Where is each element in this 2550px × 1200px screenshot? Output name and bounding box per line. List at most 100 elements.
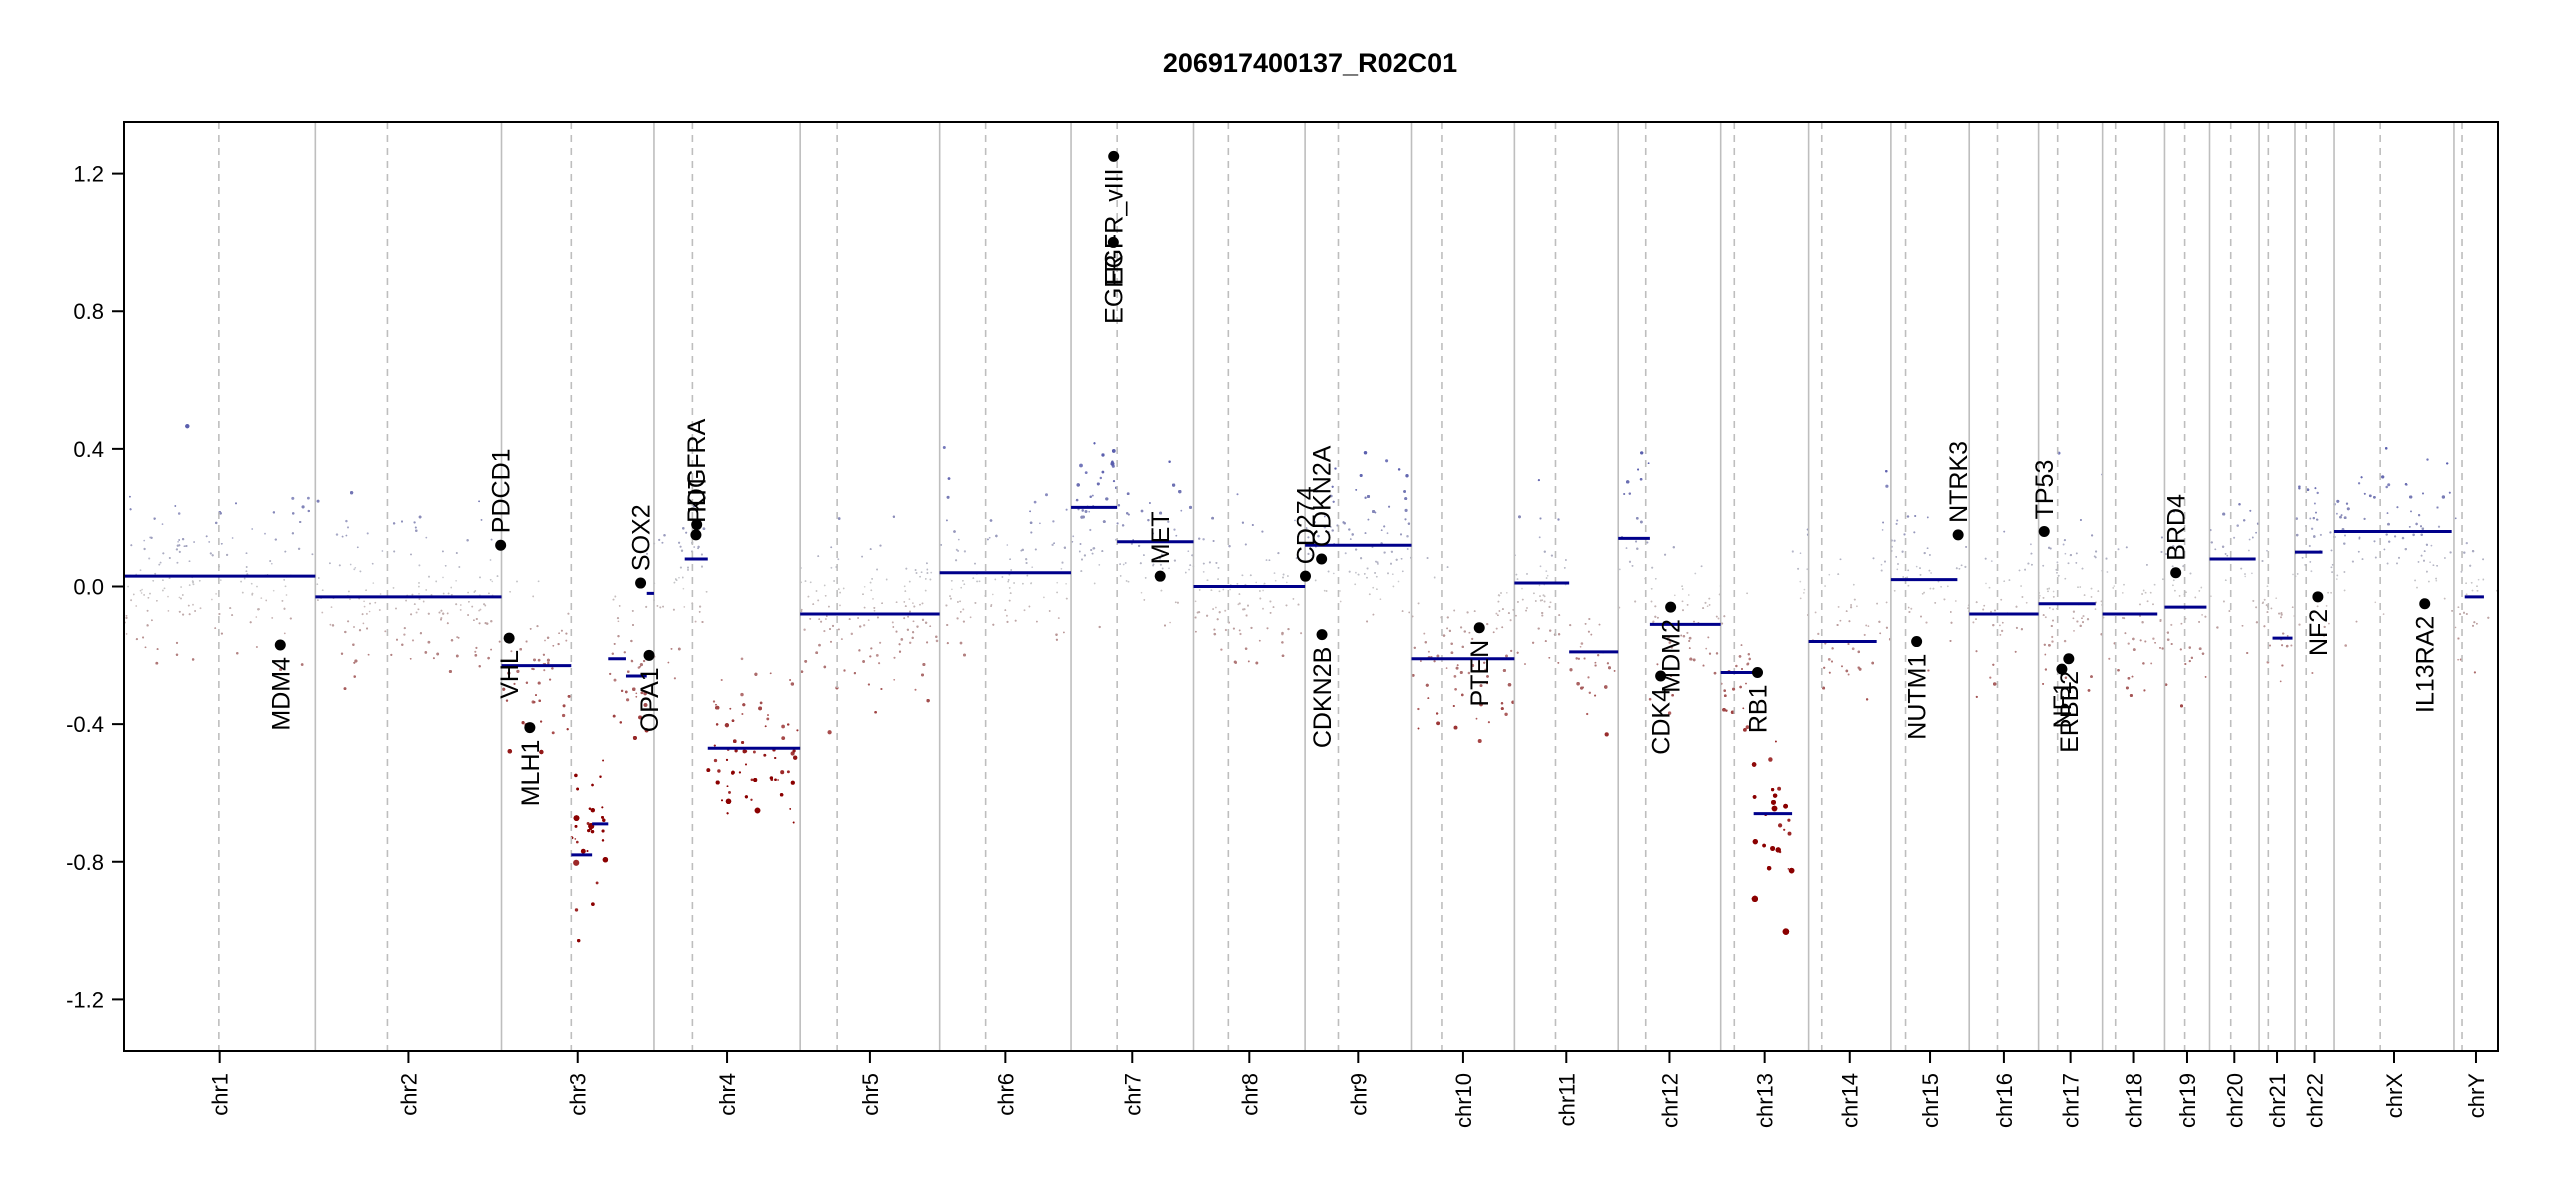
probe-point	[1222, 588, 1225, 591]
probe-point	[1723, 689, 1726, 692]
probe-point	[1167, 520, 1170, 523]
probe-point	[185, 424, 190, 429]
probe-point	[576, 787, 579, 791]
probe-point	[2286, 635, 2289, 637]
probe-point	[1355, 571, 1357, 574]
probe-point	[905, 567, 908, 570]
probe-point	[1349, 538, 1352, 540]
probe-point	[214, 627, 217, 629]
probe-point	[962, 620, 965, 623]
probe-point	[726, 812, 729, 815]
probe-point	[869, 655, 872, 658]
probe-point	[241, 591, 244, 594]
probe-point	[1198, 537, 1201, 540]
probe-point	[146, 609, 149, 612]
probe-point	[692, 504, 696, 507]
probe-point	[1343, 522, 1346, 525]
probe-point	[1255, 581, 1258, 584]
probe-point	[1098, 625, 1101, 629]
probe-point	[921, 673, 924, 677]
probe-point	[2198, 647, 2202, 651]
probe-point	[444, 564, 447, 567]
probe-point	[1919, 567, 1921, 569]
probe-point	[1806, 568, 1809, 571]
probe-point	[950, 579, 953, 582]
probe-point	[947, 477, 951, 480]
probe-point	[713, 758, 718, 763]
probe-point	[188, 560, 191, 563]
probe-point	[750, 778, 754, 782]
probe-point	[1152, 532, 1154, 535]
probe-point	[2001, 621, 2004, 624]
probe-point	[1471, 637, 1474, 640]
probe-point	[620, 689, 624, 693]
probe-point	[1708, 652, 1712, 655]
probe-point	[683, 606, 686, 608]
probe-point	[2463, 611, 2465, 614]
probe-point	[2327, 591, 2329, 594]
probe-point	[2144, 591, 2147, 594]
probe-point	[906, 628, 909, 631]
probe-point	[347, 620, 350, 623]
probe-point	[1406, 534, 1409, 538]
chart-title: 206917400137_R02C01	[1163, 48, 1457, 78]
probe-point	[2386, 562, 2389, 565]
probe-point	[1919, 574, 1922, 576]
probe-point	[403, 633, 406, 636]
probe-point	[1510, 649, 1513, 652]
probe-point	[415, 611, 418, 614]
probe-point	[630, 659, 634, 663]
probe-point	[1244, 543, 1247, 546]
probe-point	[1030, 531, 1033, 534]
probe-point	[2471, 589, 2474, 592]
probe-point	[725, 798, 732, 804]
probe-point	[1194, 616, 1197, 619]
probe-point	[2421, 527, 2425, 530]
probe-point	[1775, 847, 1781, 853]
probe-point	[1532, 641, 1535, 644]
probe-point	[908, 580, 911, 583]
probe-point	[371, 562, 374, 565]
probe-point	[198, 579, 201, 582]
probe-point	[205, 535, 208, 538]
probe-point	[2090, 675, 2093, 678]
probe-point	[1390, 562, 1392, 565]
probe-point	[2162, 578, 2164, 581]
probe-point	[2144, 640, 2147, 643]
probe-point	[2105, 557, 2108, 560]
probe-point	[557, 643, 560, 646]
probe-point	[2081, 567, 2084, 570]
probe-point	[2457, 658, 2459, 661]
probe-point	[168, 577, 171, 580]
probe-point	[781, 736, 786, 740]
probe-point	[1925, 621, 1928, 624]
probe-point	[1636, 547, 1639, 550]
probe-point	[2042, 597, 2045, 599]
probe-point	[1688, 636, 1692, 640]
probe-point	[1344, 552, 1347, 555]
probe-point	[862, 660, 865, 663]
probe-point	[1028, 605, 1031, 608]
probe-point	[301, 505, 305, 509]
probe-point	[2172, 579, 2175, 582]
probe-point	[2075, 552, 2078, 555]
probe-point	[2279, 680, 2282, 683]
probe-point	[929, 625, 932, 628]
probe-point	[573, 859, 580, 866]
probe-point	[1498, 594, 1501, 597]
probe-point	[491, 580, 494, 583]
probe-point	[1423, 632, 1426, 635]
probe-point	[359, 570, 362, 573]
probe-point	[908, 598, 911, 600]
probe-point	[1975, 650, 1978, 653]
probe-point	[1163, 624, 1167, 627]
probe-point	[2123, 583, 2125, 586]
probe-point	[1640, 520, 1643, 524]
probe-point	[187, 604, 190, 607]
probe-point	[804, 580, 807, 582]
probe-point	[817, 555, 820, 557]
probe-point	[162, 589, 164, 592]
probe-point	[341, 535, 344, 538]
probe-point	[1828, 671, 1831, 674]
